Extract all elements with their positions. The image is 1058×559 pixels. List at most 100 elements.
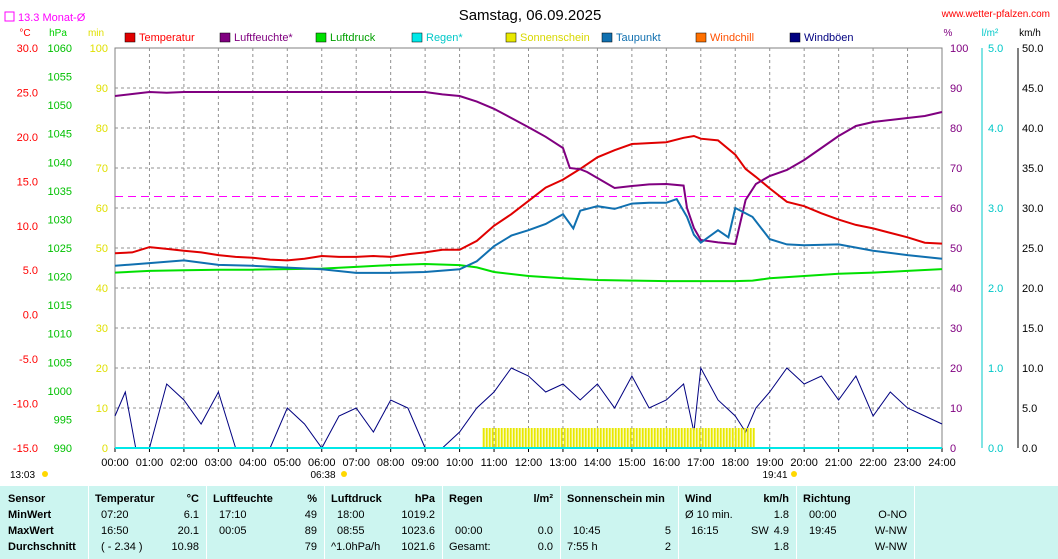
x-tick-label: 00:00 — [101, 457, 129, 469]
pressure-tick-label: 1030 — [48, 214, 72, 226]
pressure-tick-label: 1045 — [48, 129, 72, 141]
legend-label: Sonnenschein — [520, 32, 590, 44]
legend-label: Windchill — [710, 32, 754, 44]
series-line — [114, 134, 943, 262]
x-tick-label: 22:00 — [859, 457, 887, 469]
sunrise-sun-icon — [341, 471, 347, 477]
x-tick-label: 09:00 — [411, 457, 439, 469]
stats-col-sunshine: Sonnenschein min 10:45 5 7:55 h 2 — [560, 486, 679, 559]
rain-unit-label: l/m² — [982, 28, 999, 39]
stats-sun-duration: 7:55 h — [567, 541, 598, 553]
sunshine_min-tick-label: 0 — [102, 443, 108, 455]
x-tick-label: 06:00 — [308, 457, 336, 469]
stats-temp-avg: 10.98 — [171, 541, 199, 553]
stats-sun-max-time: 10:45 — [573, 525, 601, 537]
stats-temp-min: 6.1 — [183, 509, 199, 521]
stats-unit-pressure: hPa — [414, 493, 435, 505]
x-tick-label: 01:00 — [136, 457, 164, 469]
stats-col-humidity: Luftfeuchte % 17:10 49 00:05 89 79 — [206, 486, 325, 559]
sunshine_min-tick-label: 30 — [96, 323, 108, 335]
stats-header-humidity: Luftfeuchte — [213, 493, 273, 505]
x-tick-label: 08:00 — [377, 457, 405, 469]
stats-row-label: MaxWert — [8, 525, 54, 537]
day-length-sun-icon — [42, 471, 48, 477]
stats-dir-max: W-NW — [874, 525, 907, 537]
monthly-avg-label: 13.3 Monat-Ø — [18, 12, 86, 24]
rain-tick-label: 2.0 — [988, 283, 1003, 295]
pressure-tick-label: 995 — [54, 414, 72, 426]
stats-col-pressure: Luftdruck hPa 18:00 1019.2 08:55 1023.6 … — [324, 486, 443, 559]
stats-unit-temperature: °C — [186, 493, 199, 505]
wind-tick-label: 45.0 — [1022, 83, 1043, 95]
temperature-tick-label: -5.0 — [19, 354, 38, 366]
stats-press-min: 1019.2 — [401, 509, 435, 521]
x-tick-label: 12:00 — [515, 457, 543, 469]
legend-swatch — [124, 32, 136, 43]
sunshine_min-tick-label: 20 — [96, 363, 108, 375]
x-tick-label: 02:00 — [170, 457, 198, 469]
stats-rain-total-label: Gesamt: — [449, 541, 491, 553]
x-tick-label: 03:00 — [205, 457, 233, 469]
x-tick-label: 24:00 — [928, 457, 956, 469]
series-line — [114, 197, 943, 274]
x-tick-label: 14:00 — [584, 457, 612, 469]
legend-swatch — [601, 32, 613, 43]
chart-grid — [114, 47, 943, 449]
temp-unit-label: °C — [19, 28, 30, 39]
temperature-tick-label: 0.0 — [23, 310, 38, 322]
x-tick-label: 05:00 — [274, 457, 302, 469]
pressure-tick-label: 1035 — [48, 186, 72, 198]
humidity-tick-label: 20 — [950, 363, 962, 375]
stats-temp-max-time: 16:50 — [101, 525, 129, 537]
day-length: 13:03 — [10, 470, 35, 481]
pressure-tick-label: 1040 — [48, 157, 72, 169]
sunshine_min-tick-label: 50 — [96, 243, 108, 255]
stats-col-wind: Wind km/h Ø 10 min. 1.8 16:15 SW 4.9 1.8 — [678, 486, 797, 559]
stats-unit-rain: l/m² — [533, 493, 553, 505]
legend-swatch — [695, 32, 707, 43]
stats-header-wind: Wind — [685, 493, 712, 505]
temperature-tick-label: 20.0 — [17, 132, 38, 144]
humidity-tick-label: 60 — [950, 203, 962, 215]
series-line — [114, 90, 943, 246]
stats-wind-avg10: 1.8 — [773, 509, 789, 521]
stats-row-label: MinWert — [8, 509, 52, 521]
chart-legend: Temperatur Luftfeuchte* Luftdruck Regen* Son… — [124, 32, 854, 44]
x-tick-label: 04:00 — [239, 457, 267, 469]
stats-temp-min-time: 07:20 — [101, 509, 129, 521]
sunshine_min-tick-label: 80 — [96, 123, 108, 135]
x-tick-label: 19:00 — [756, 457, 784, 469]
sunshine_min-tick-label: 10 — [96, 403, 108, 415]
stats-header-direction: Richtung — [803, 493, 851, 505]
stats-unit-humidity: % — [307, 493, 317, 505]
temperature-tick-label: 30.0 — [17, 43, 38, 55]
chart-title: Samstag, 06.09.2025 — [459, 7, 602, 24]
stats-header-sunshine: Sonnenschein min — [567, 493, 665, 505]
legend-swatch — [411, 32, 423, 43]
sunshine_min-tick-label: 90 — [96, 83, 108, 95]
pressure-tick-label: 1025 — [48, 243, 72, 255]
x-tick-label: 17:00 — [687, 457, 715, 469]
pressure-tick-label: 1005 — [48, 357, 72, 369]
wind-tick-label: 20.0 — [1022, 283, 1043, 295]
x-tick-label: 11:00 — [481, 457, 508, 469]
legend-swatch — [219, 32, 231, 43]
stats-wind-avg-label: Ø 10 min. — [685, 509, 733, 521]
stats-hum-min: 49 — [304, 509, 317, 521]
humidity-tick-label: 50 — [950, 243, 962, 255]
humidity-tick-label: 40 — [950, 283, 962, 295]
stats-dir-avg: W-NW — [874, 541, 907, 553]
site-link[interactable]: www.wetter-pfalzen.com — [941, 9, 1050, 20]
stats-press-avg: 1021.6 — [401, 541, 435, 553]
temperature-tick-label: -10.0 — [13, 399, 38, 411]
stats-header-sensor: Sensor — [8, 493, 46, 505]
legend-swatch — [789, 32, 801, 43]
rain-tick-label: 1.0 — [988, 363, 1003, 375]
rain-tick-label: 4.0 — [988, 123, 1003, 135]
stats-dir-min-time: 00:00 — [809, 509, 837, 521]
stats-col-empty — [914, 486, 1058, 559]
x-tick-label: 13:00 — [549, 457, 577, 469]
rain-tick-label: 0.0 — [988, 443, 1003, 455]
wind-tick-label: 5.0 — [1022, 403, 1037, 415]
stats-hum-avg: 79 — [304, 541, 317, 553]
